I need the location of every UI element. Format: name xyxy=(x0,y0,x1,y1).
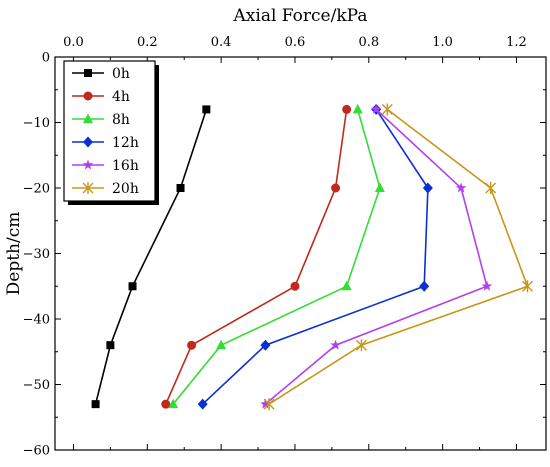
marker-triangle xyxy=(83,113,93,123)
series-16h xyxy=(260,103,493,409)
legend-item: 12h xyxy=(72,135,139,151)
marker-square xyxy=(106,341,115,350)
marker-star xyxy=(481,280,493,291)
marker-circle xyxy=(290,281,300,291)
series-line xyxy=(165,109,348,405)
marker-star xyxy=(82,159,94,170)
legend-item: 0h xyxy=(72,66,130,82)
legend: 0h 4h 8h 12h 16h 20h xyxy=(63,60,159,205)
marker-circle xyxy=(161,399,171,409)
series-0h xyxy=(91,105,211,409)
x-tick-label: 1.2 xyxy=(506,35,527,50)
legend-label: 0h xyxy=(112,66,130,82)
marker-triangle xyxy=(374,182,385,192)
marker-circle xyxy=(342,104,352,114)
legend-label: 20h xyxy=(112,181,139,197)
legend-item: 8h xyxy=(72,112,130,128)
y-tick-label: −40 xyxy=(23,313,50,328)
legend-label: 8h xyxy=(112,112,130,128)
x-axis-title: Axial Force/kPa xyxy=(233,6,368,26)
marker-square xyxy=(128,282,137,291)
series-line xyxy=(264,108,488,405)
marker-square xyxy=(176,184,185,192)
marker-triangle xyxy=(168,398,179,409)
legend-label: 12h xyxy=(112,135,139,151)
series-12h xyxy=(197,103,433,410)
marker-square xyxy=(202,105,211,114)
y-tick-label: −30 xyxy=(23,247,50,262)
y-axis-title: Depth/cm xyxy=(4,212,24,296)
marker-triangle xyxy=(341,280,352,291)
series-4h xyxy=(161,104,352,409)
marker-star xyxy=(455,182,467,193)
marker-asterisk xyxy=(381,103,393,116)
marker-diamond xyxy=(83,136,93,148)
x-tick-label: 0.4 xyxy=(211,35,232,50)
x-tick-label: 0.0 xyxy=(63,35,84,50)
legend-item: 20h xyxy=(72,181,139,197)
y-tick-label: −50 xyxy=(23,378,50,393)
legend-label: 4h xyxy=(112,89,130,105)
marker-diamond xyxy=(197,398,208,410)
marker-asterisk xyxy=(522,280,534,293)
series-line xyxy=(172,109,381,405)
y-tick-label: −10 xyxy=(23,116,50,131)
marker-asterisk xyxy=(485,182,497,194)
marker-square xyxy=(91,400,100,409)
marker-asterisk xyxy=(82,182,94,194)
marker-circle xyxy=(83,91,93,101)
marker-asterisk xyxy=(355,339,367,352)
legend-item: 4h xyxy=(72,89,130,105)
y-tick-label: −20 xyxy=(23,182,50,197)
marker-star xyxy=(330,339,341,350)
series-8h xyxy=(168,103,385,409)
x-tick-label: 1.0 xyxy=(432,35,453,50)
legend-label: 16h xyxy=(112,158,139,174)
marker-triangle xyxy=(216,339,227,350)
marker-star xyxy=(260,398,271,409)
marker-star xyxy=(370,103,382,114)
legend-item: 16h xyxy=(72,158,139,174)
marker-circle xyxy=(187,340,197,350)
legend-box xyxy=(63,60,156,202)
marker-diamond xyxy=(419,280,430,292)
x-tick-label: 0.2 xyxy=(137,35,158,50)
series-line xyxy=(202,108,429,405)
marker-asterisk xyxy=(263,398,275,411)
y-tick-label: −60 xyxy=(23,444,50,459)
series-20h xyxy=(263,103,534,411)
marker-square xyxy=(84,69,92,77)
marker-diamond xyxy=(422,182,433,194)
marker-diamond xyxy=(260,339,271,351)
marker-circle xyxy=(331,183,341,193)
y-tick-label: 0 xyxy=(42,51,50,66)
marker-triangle xyxy=(352,103,363,114)
x-tick-label: 0.6 xyxy=(285,35,306,50)
x-tick-label: 0.8 xyxy=(358,35,379,50)
